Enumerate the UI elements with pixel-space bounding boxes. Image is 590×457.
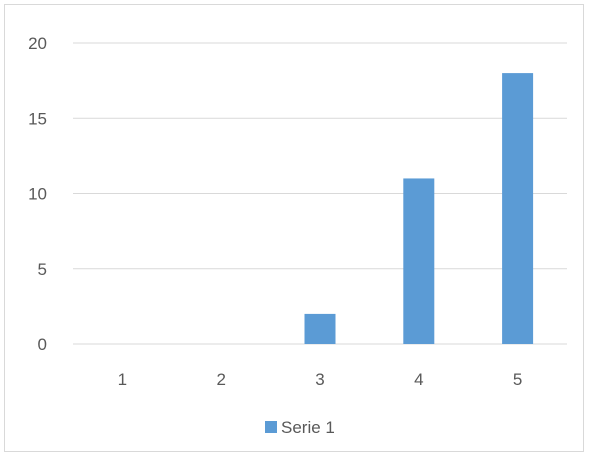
bar-3 bbox=[304, 313, 336, 344]
x-axis-tick-labels: 1 2 3 4 5 bbox=[118, 370, 523, 389]
bar-5 bbox=[502, 73, 534, 344]
y-tick-label: 20 bbox=[28, 34, 47, 53]
x-tick-label: 3 bbox=[315, 370, 324, 389]
legend-label-serie-1: Serie 1 bbox=[281, 418, 335, 437]
x-tick-label: 5 bbox=[513, 370, 522, 389]
bars bbox=[304, 73, 534, 344]
gridlines bbox=[73, 42, 567, 345]
y-axis-tick-labels: 0 5 10 15 20 bbox=[28, 34, 47, 354]
legend-swatch-serie-1 bbox=[265, 421, 277, 433]
x-tick-label: 2 bbox=[216, 370, 225, 389]
bar-4 bbox=[403, 178, 435, 344]
y-tick-label: 15 bbox=[28, 109, 47, 128]
y-tick-label: 0 bbox=[38, 335, 47, 354]
y-tick-label: 5 bbox=[38, 260, 47, 279]
legend: Serie 1 bbox=[265, 418, 335, 437]
x-tick-label: 1 bbox=[118, 370, 127, 389]
y-tick-label: 10 bbox=[28, 185, 47, 204]
chart-area bbox=[4, 4, 584, 452]
x-tick-label: 4 bbox=[414, 370, 423, 389]
